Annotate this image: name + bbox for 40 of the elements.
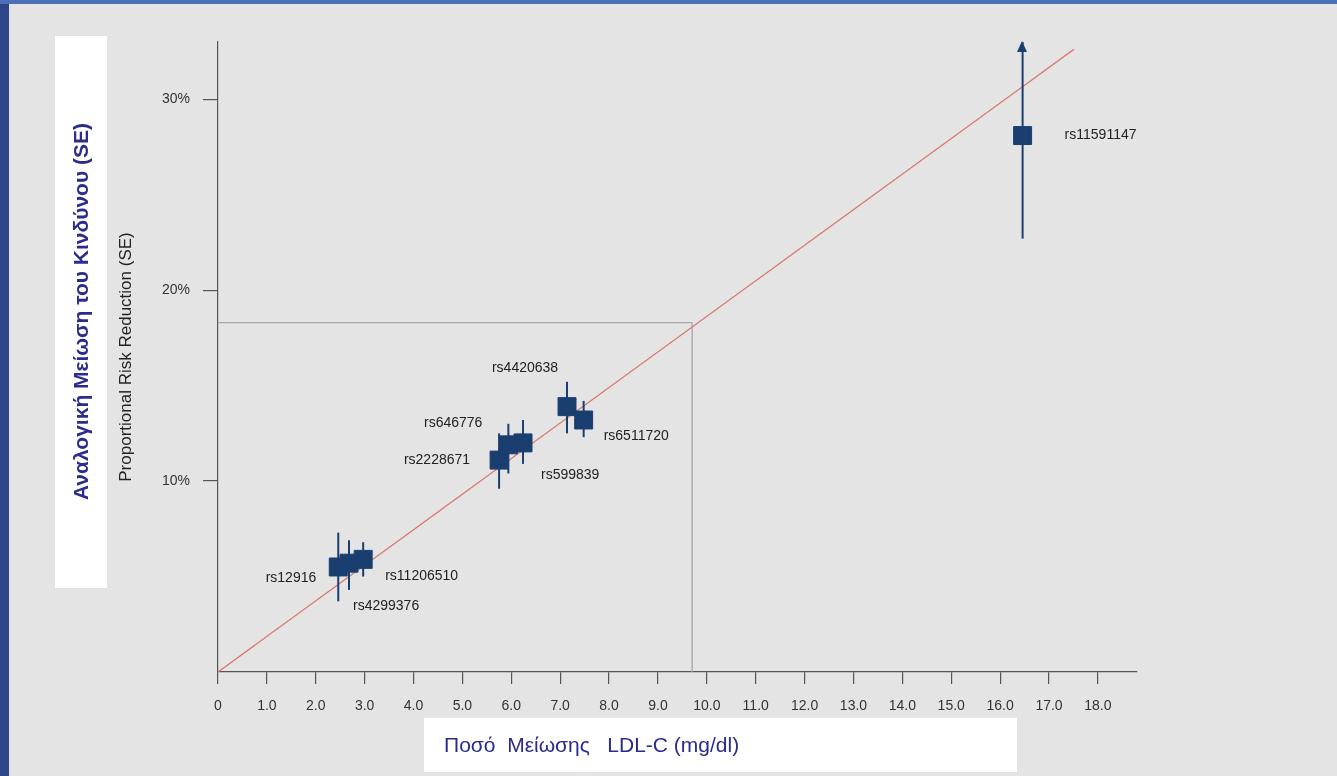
point (574, 410, 594, 430)
x-tick-label: 5.0 (452, 697, 473, 714)
annotation: rs12916 (265, 568, 317, 585)
x-tick-label: 1.0 (257, 697, 277, 714)
x-tick-label: 8.0 (599, 697, 620, 714)
annotation: rs4299376 (353, 597, 420, 614)
x-tick-label: 14.0 (888, 697, 917, 714)
x-tick-label: 0 (214, 697, 223, 714)
x-tick-label: 12.0 (790, 697, 819, 714)
x-tick-label: 11.0 (742, 697, 770, 714)
x-tick-label: 6.0 (501, 697, 522, 714)
annotation: rs6511720 (603, 426, 669, 443)
annotation: rs599839 (541, 465, 600, 482)
annotation: rs646776 (423, 413, 483, 430)
point (557, 397, 577, 417)
x-tick-label: 7.0 (550, 697, 571, 714)
x-tick-label: 13.0 (839, 697, 868, 714)
annotation: rs2228671 (403, 450, 471, 467)
annotation: rs11591147 (1064, 126, 1137, 143)
y-tick-label: 30% (161, 90, 190, 107)
x-tick-label: 17.0 (1035, 697, 1063, 714)
x-tick-label: 3.0 (354, 697, 375, 714)
point (513, 433, 533, 453)
y-tick-label: 20% (161, 281, 190, 298)
point (489, 450, 509, 470)
x-tick-label: 4.0 (403, 697, 424, 714)
y-tick-label: 10% (161, 471, 190, 488)
annotation: rs4420638 (491, 359, 559, 376)
x-tick-label: 15.0 (937, 697, 966, 714)
x-tick-label: 10.0 (693, 697, 721, 714)
point (1013, 126, 1033, 146)
text: Αναλογική Μείωση του Κινδύνου (SE) (69, 123, 93, 501)
x-axis-title: Ποσό Μείωσης LDL-C (mg/dl) (444, 733, 740, 757)
x-tick-label: 9.0 (648, 697, 668, 714)
x-tick-label: 2.0 (306, 697, 326, 714)
annotation: rs11206510 (385, 567, 459, 584)
x-tick-label: 16.0 (986, 697, 1014, 714)
y-axis-title: Proportional Risk Reduction (SE) (115, 232, 135, 482)
x-tick-label: 18.0 (1084, 697, 1112, 714)
point (353, 549, 373, 569)
